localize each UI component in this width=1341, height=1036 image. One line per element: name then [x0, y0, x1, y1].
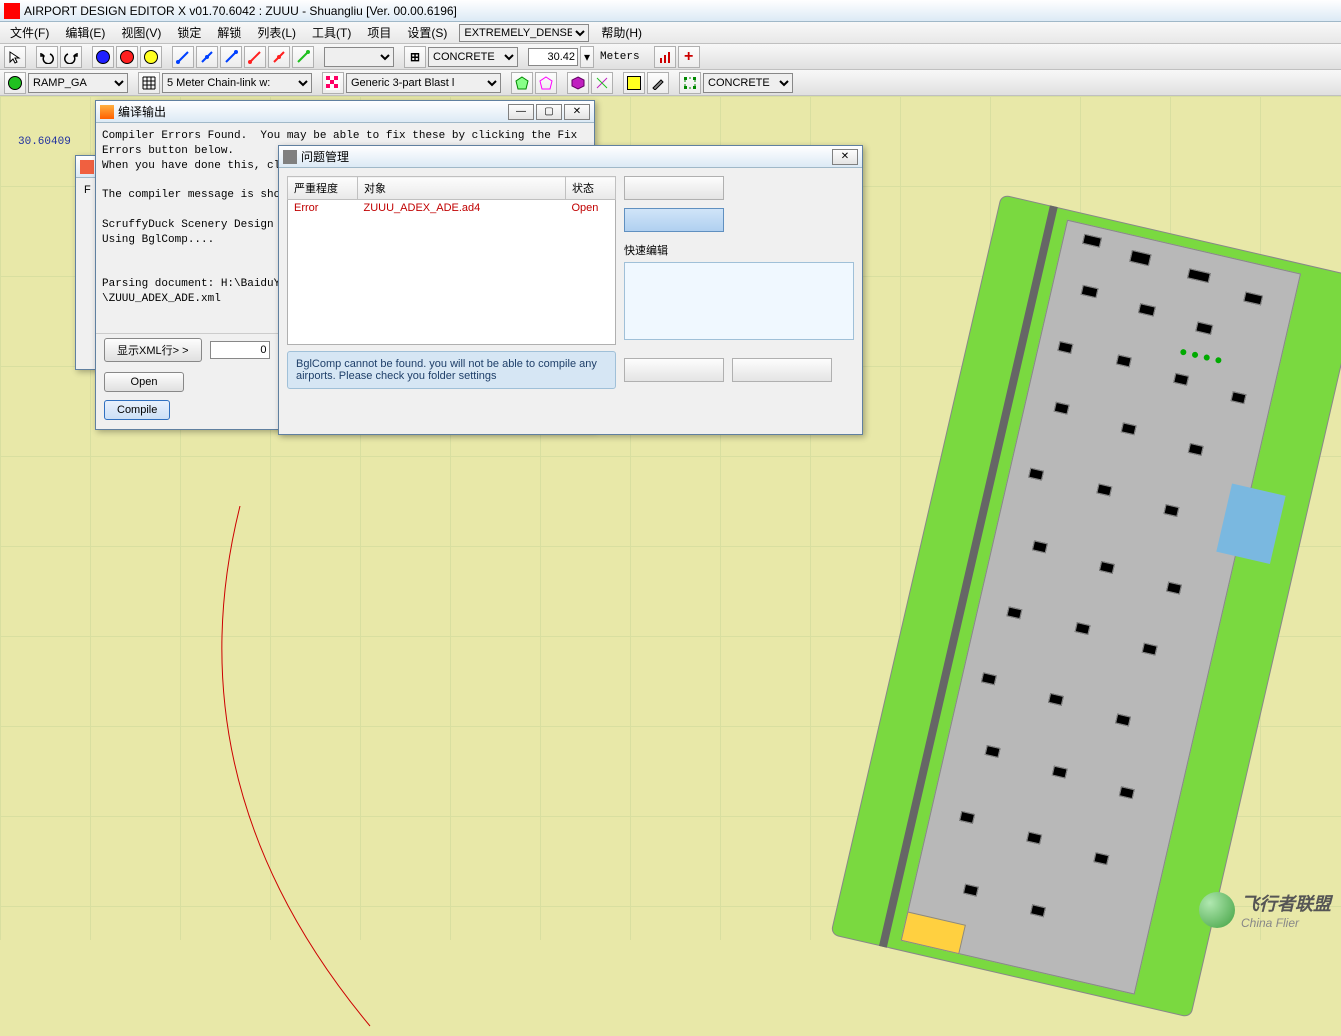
hex-magenta-icon[interactable]	[567, 72, 589, 94]
line-tool-5-icon[interactable]	[268, 46, 290, 68]
issue-table[interactable]: 严重程度 对象 状态 Error ZUUU_ADEX_ADE.ad4 Open	[287, 176, 616, 345]
app-icon	[4, 3, 20, 19]
brush-icon[interactable]	[647, 72, 669, 94]
toolbar-2: RAMP_GA 5 Meter Chain-link w: Generic 3-…	[0, 70, 1341, 96]
aux-dialog-icon	[80, 160, 94, 174]
quick-edit-label: 快速编辑	[624, 242, 854, 258]
menu-view[interactable]: 视图(V)	[113, 22, 169, 43]
color-blue-icon[interactable]	[92, 46, 114, 68]
watermark-logo: 飞行者联盟 China Flier	[1199, 890, 1331, 930]
undo-icon[interactable]	[36, 46, 58, 68]
square-yellow-icon[interactable]	[623, 72, 645, 94]
surface-select-2[interactable]: CONCRETE	[703, 73, 793, 93]
blast-select[interactable]: Generic 3-part Blast l	[346, 73, 501, 93]
linestyle-select[interactable]	[324, 47, 394, 67]
close-icon[interactable]: ✕	[564, 104, 590, 120]
menu-file[interactable]: 文件(F)	[2, 22, 57, 43]
issue-close-icon[interactable]: ✕	[832, 149, 858, 165]
quick-edit-box[interactable]	[624, 262, 854, 340]
col-severity[interactable]: 严重程度	[288, 177, 358, 200]
width-input[interactable]	[528, 48, 578, 66]
open-button[interactable]: Open	[104, 372, 184, 392]
compiler-dialog-icon	[100, 105, 114, 119]
menu-help[interactable]: 帮助(H)	[593, 22, 650, 43]
menu-project[interactable]: 项目	[359, 22, 399, 43]
width-spinner-icon[interactable]: ▾	[580, 46, 594, 68]
line-tool-4-icon[interactable]	[244, 46, 266, 68]
surface-select-1[interactable]: CONCRETE	[428, 47, 518, 67]
fence-select[interactable]: 5 Meter Chain-link w:	[162, 73, 312, 93]
compiler-title: 编译输出	[118, 103, 166, 120]
vector-icon[interactable]	[591, 72, 613, 94]
pointer-tool-icon[interactable]	[4, 46, 26, 68]
table-row[interactable]: Error ZUUU_ADEX_ADE.ad4 Open	[288, 200, 616, 217]
units-label: Meters	[600, 51, 640, 63]
maximize-icon[interactable]: ▢	[536, 104, 562, 120]
menubar: 文件(F) 编辑(E) 视图(V) 锁定 解锁 列表(L) 工具(T) 项目 设…	[0, 22, 1341, 44]
line-number-input[interactable]	[210, 341, 270, 359]
watermark-en: China Flier	[1241, 916, 1331, 930]
ramp-select[interactable]: RAMP_GA	[28, 73, 128, 93]
coord-label: 30.60409	[18, 136, 71, 148]
compile-button[interactable]: Compile	[104, 400, 170, 420]
watermark-cn: 飞行者联盟	[1241, 890, 1331, 916]
col-object[interactable]: 对象	[358, 177, 566, 200]
issue-title: 问题管理	[301, 148, 349, 165]
curve-overlay	[200, 506, 600, 1036]
redo-icon[interactable]	[60, 46, 82, 68]
cell-status: Open	[566, 200, 616, 217]
side-button-1[interactable]	[624, 176, 724, 200]
toolbar-1: ⊞ CONCRETE ▾ Meters +	[0, 44, 1341, 70]
info-message: BglComp cannot be found. you will not be…	[287, 351, 616, 389]
globe-icon	[1199, 892, 1235, 928]
menu-tools[interactable]: 工具(T)	[304, 22, 359, 43]
app-title: AIRPORT DESIGN EDITOR X v01.70.6042 : ZU…	[24, 4, 457, 18]
compiler-titlebar[interactable]: 编译输出 — ▢ ✕	[96, 101, 594, 123]
color-red-icon[interactable]	[116, 46, 138, 68]
polygon-pick-icon[interactable]	[535, 72, 557, 94]
menu-edit[interactable]: 编辑(E)	[57, 22, 113, 43]
menu-list[interactable]: 列表(L)	[249, 22, 304, 43]
side-button-4[interactable]	[732, 358, 832, 382]
grid-icon[interactable]	[138, 72, 160, 94]
menu-lock[interactable]: 锁定	[169, 22, 209, 43]
show-xml-button[interactable]: 显示XML行> >	[104, 338, 202, 362]
line-tool-1-icon[interactable]	[172, 46, 194, 68]
line-tool-3-icon[interactable]	[220, 46, 242, 68]
side-button-3[interactable]	[624, 358, 724, 382]
bounds-icon[interactable]	[679, 72, 701, 94]
main-titlebar: AIRPORT DESIGN EDITOR X v01.70.6042 : ZU…	[0, 0, 1341, 22]
marker-green-icon[interactable]	[4, 72, 26, 94]
cell-severity: Error	[288, 200, 358, 217]
issue-titlebar[interactable]: 问题管理 ✕	[279, 146, 862, 168]
chart-icon[interactable]	[654, 46, 676, 68]
plus-icon[interactable]: +	[678, 46, 700, 68]
line-tool-6-icon[interactable]	[292, 46, 314, 68]
add-box-icon[interactable]: ⊞	[404, 46, 426, 68]
col-status[interactable]: 状态	[566, 177, 616, 200]
polygon-green-icon[interactable]	[511, 72, 533, 94]
density-select[interactable]: EXTREMELY_DENSE	[459, 24, 589, 42]
checker-icon[interactable]	[322, 72, 344, 94]
line-tool-2-icon[interactable]	[196, 46, 218, 68]
menu-unlock[interactable]: 解锁	[209, 22, 249, 43]
color-yellow-icon[interactable]	[140, 46, 162, 68]
menu-settings[interactable]: 设置(S)	[399, 22, 455, 43]
cell-object: ZUUU_ADEX_ADE.ad4	[358, 200, 566, 217]
issue-dialog-icon	[283, 150, 297, 164]
side-button-2[interactable]	[624, 208, 724, 232]
minimize-icon[interactable]: —	[508, 104, 534, 120]
issue-dialog: 问题管理 ✕ 严重程度 对象 状态 Error ZUUU_ADEX_ADE.ad…	[278, 145, 863, 435]
